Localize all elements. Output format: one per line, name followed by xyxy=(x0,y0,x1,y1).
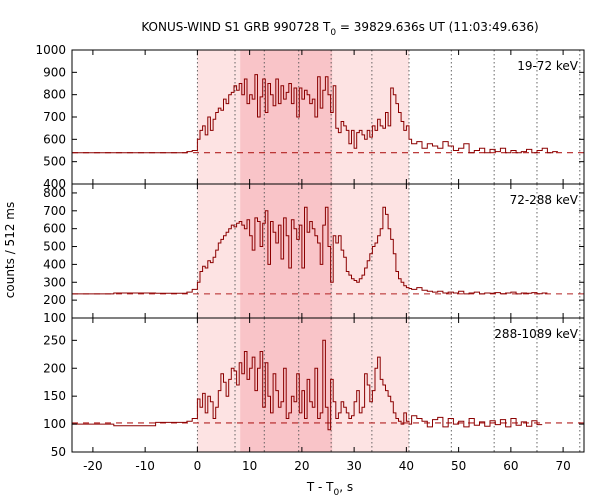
shaded-interval-2 xyxy=(240,184,333,318)
y-tick-label: 800 xyxy=(43,88,66,102)
panel-1: 400 500 600 700 800 900 1000 19-72 keV xyxy=(35,43,585,191)
x-axis-label-prefix: T - T xyxy=(306,480,334,494)
x-tick-label: -10 xyxy=(135,459,155,473)
light-curve-series xyxy=(72,74,558,154)
y-tick-label: 400 xyxy=(43,177,66,191)
chart-title-prefix: KONUS-WIND S1 GRB 990728 T xyxy=(141,20,331,34)
x-tick-label: 50 xyxy=(451,459,466,473)
y-axis-label: counts / 512 ms xyxy=(3,202,17,298)
x-tick-label: 10 xyxy=(242,459,257,473)
chart-title-suffix: = 39829.636s UT (11:03:49.636) xyxy=(336,20,539,34)
x-tick-label: 40 xyxy=(399,459,414,473)
y-tick-label: 400 xyxy=(43,257,66,271)
y-tick-label: 200 xyxy=(43,361,66,375)
y-tick-label: 1000 xyxy=(35,43,66,57)
x-tick-label: 70 xyxy=(555,459,570,473)
x-tick-label: 20 xyxy=(294,459,309,473)
y-tick-label: 150 xyxy=(43,389,66,403)
y-tick-label: 200 xyxy=(43,293,66,307)
x-axis-label: T - T0, s xyxy=(306,480,353,498)
panel-3: 50 100 150 200 250 288-1089 keV xyxy=(43,317,585,459)
panel-band-label: 19-72 keV xyxy=(517,59,579,73)
light-curve-series xyxy=(72,339,543,431)
y-tick-label: 300 xyxy=(43,275,66,289)
panel-2: 100 200 300 400 500 600 700 800 72-288 keV xyxy=(43,183,585,325)
x-axis-label-suffix: , s xyxy=(339,480,353,494)
panel-frame xyxy=(71,317,585,453)
y-tick-label: 100 xyxy=(43,417,66,431)
x-tick-label: 0 xyxy=(194,459,202,473)
chart-title-subscript: 0 xyxy=(330,28,336,38)
y-tick-label: 700 xyxy=(43,110,66,124)
y-tick-label: 250 xyxy=(43,333,66,347)
x-tick-label: 60 xyxy=(503,459,518,473)
panel-band-label: 72-288 keV xyxy=(510,193,579,207)
y-tick-label: 800 xyxy=(43,186,66,200)
y-tick-label: 600 xyxy=(43,222,66,236)
y-tick-label: 600 xyxy=(43,132,66,146)
y-tick-label: 700 xyxy=(43,204,66,218)
chart-title: KONUS-WIND S1 GRB 990728 T0 = 39829.636s… xyxy=(141,20,538,38)
light-curve-series xyxy=(72,206,548,295)
y-tick-label: 50 xyxy=(51,445,66,459)
y-tick-label: 100 xyxy=(43,311,66,325)
panel-band-label: 288-1089 keV xyxy=(494,327,578,341)
y-tick-label: 900 xyxy=(43,65,66,79)
y-tick-label: 500 xyxy=(43,240,66,254)
y-tick-label: 500 xyxy=(43,155,66,169)
x-tick-label: -20 xyxy=(83,459,103,473)
x-tick-label: 30 xyxy=(346,459,361,473)
shaded-interval-2 xyxy=(240,50,333,184)
x-axis-label-subscript: 0 xyxy=(334,488,340,498)
